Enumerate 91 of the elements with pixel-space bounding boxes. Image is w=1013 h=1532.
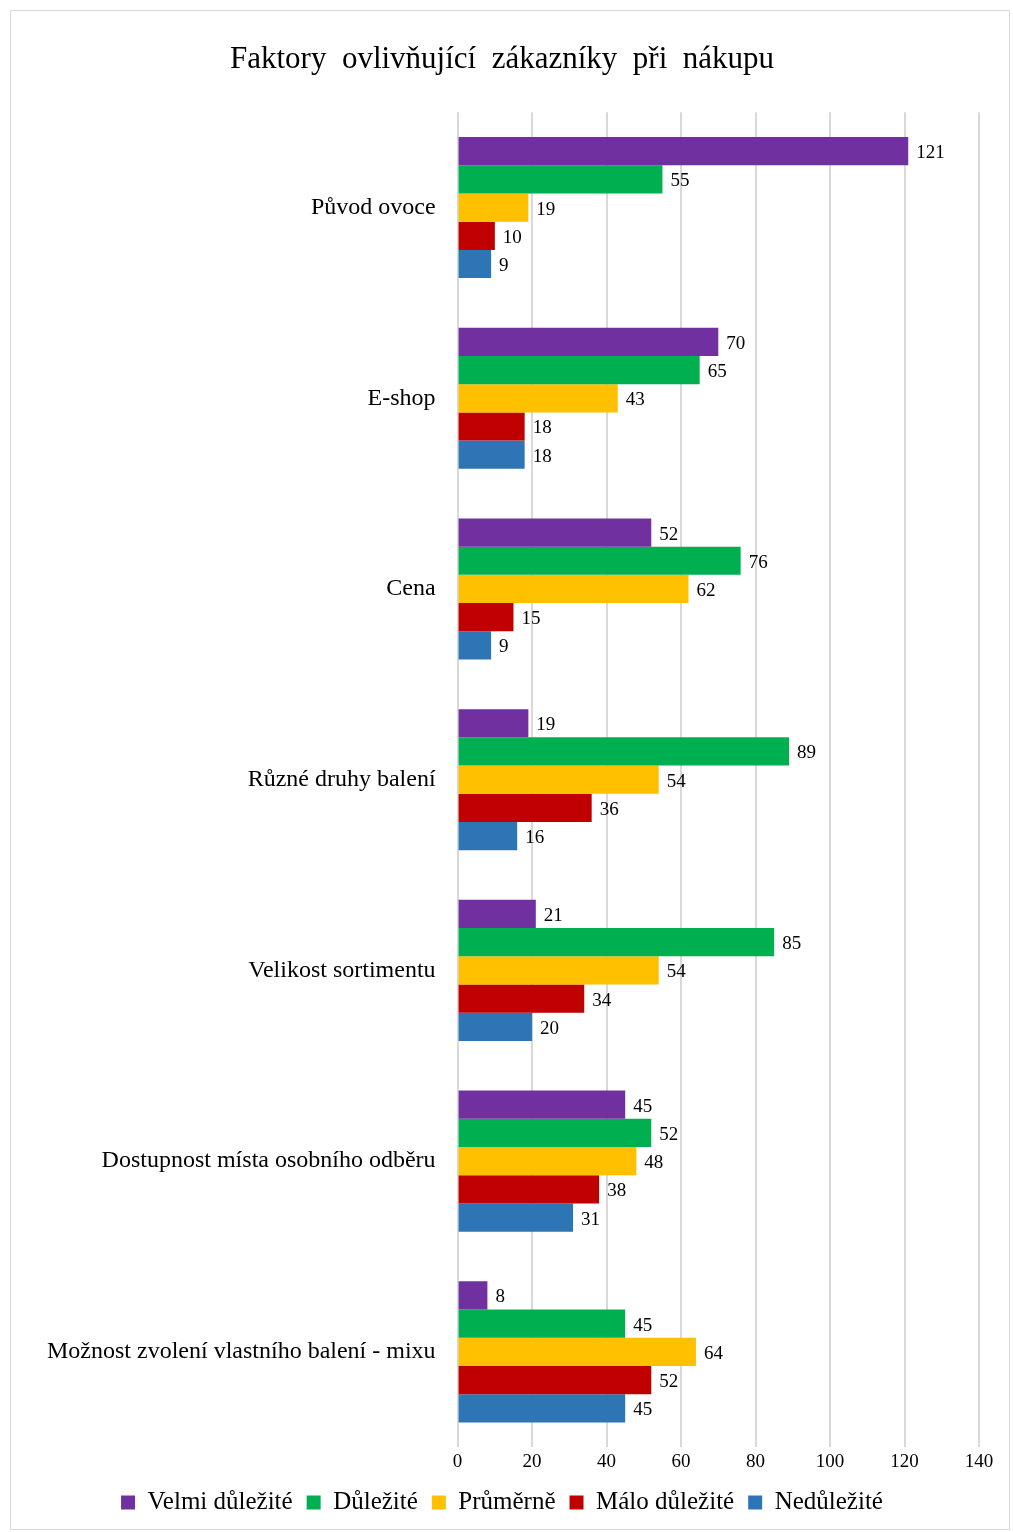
y-tick-label: E-shop [367, 383, 436, 410]
data-label: 21 [543, 903, 563, 925]
data-label: 52 [659, 1122, 679, 1144]
data-label: 34 [592, 988, 612, 1010]
y-tick-label: Velikost sortimentu [248, 955, 436, 982]
bar [458, 1012, 533, 1041]
data-label: 9 [499, 635, 509, 657]
legend-label: Průměrně [458, 1487, 556, 1515]
data-label: 54 [666, 960, 687, 982]
legend-label: Málo důležité [596, 1487, 735, 1515]
bar [458, 793, 592, 823]
bar [458, 518, 652, 547]
x-tick-label: 20 [522, 1449, 542, 1471]
data-label: 8 [495, 1285, 505, 1307]
bar [458, 384, 618, 413]
bar [458, 1309, 626, 1338]
data-label: 48 [644, 1151, 664, 1173]
bar [458, 327, 719, 356]
bar [458, 631, 492, 660]
bar [458, 440, 525, 469]
bar [458, 355, 700, 385]
data-label: 38 [607, 1179, 627, 1201]
data-label: 54 [666, 769, 687, 791]
legend-label: Nedůležité [774, 1487, 883, 1515]
data-label: 45 [633, 1313, 653, 1335]
data-label: 45 [633, 1398, 653, 1420]
data-label: 89 [797, 741, 817, 763]
y-tick-label: Různé druhy balení [247, 765, 436, 791]
bar [458, 574, 689, 604]
data-label: 70 [726, 331, 746, 353]
data-label: 76 [748, 550, 768, 572]
bar [458, 193, 529, 222]
legend-label: Důležité [333, 1487, 418, 1515]
data-label: 16 [525, 826, 545, 848]
y-tick-label: Dostupnost místa osobního odběru [101, 1146, 436, 1173]
bar [458, 1203, 574, 1232]
x-tick-label: 60 [671, 1449, 691, 1471]
data-label: 18 [532, 416, 552, 438]
bar [458, 1281, 488, 1310]
bar [458, 709, 529, 738]
bar [458, 1394, 626, 1423]
data-label: 20 [540, 1016, 560, 1038]
bar [458, 956, 659, 985]
data-label: 43 [625, 388, 645, 410]
data-label: 10 [502, 225, 522, 247]
data-label: 121 [916, 141, 945, 163]
data-label: 9 [499, 253, 509, 275]
bar [458, 1337, 696, 1366]
legend-label: Velmi důležité [147, 1487, 293, 1515]
y-tick-label: Možnost zvolení vlastního balení - mixu [47, 1337, 436, 1364]
x-tick-label: 100 [815, 1449, 845, 1471]
bar [458, 165, 663, 194]
data-label: 64 [703, 1341, 724, 1363]
data-label: 52 [659, 1370, 679, 1392]
data-label: 62 [696, 578, 716, 600]
chart-title: Faktory ovlivňující zákazníky při nákupu [229, 39, 775, 75]
bar [458, 603, 514, 632]
y-tick-label: Cena [386, 574, 436, 601]
data-label: 19 [536, 713, 556, 735]
data-label: 18 [532, 444, 552, 466]
bar [458, 765, 659, 794]
bar [458, 1147, 637, 1176]
bar [458, 136, 909, 166]
bar [458, 737, 790, 766]
bar [458, 546, 741, 575]
x-tick-label: 120 [890, 1449, 919, 1471]
x-tick-label: 140 [964, 1449, 994, 1471]
bar [458, 822, 518, 851]
data-label: 19 [536, 197, 556, 219]
bar [458, 249, 492, 279]
data-label: 52 [659, 522, 679, 544]
data-label: 85 [782, 932, 802, 954]
bar [458, 899, 536, 929]
y-tick-label: Původ ovoce [310, 192, 436, 219]
x-tick-label: 0 [452, 1449, 463, 1471]
bar [458, 221, 495, 250]
data-label: 31 [581, 1207, 601, 1229]
bar [458, 1365, 652, 1395]
data-label: 36 [599, 797, 619, 819]
data-label: 55 [670, 169, 690, 191]
x-tick-label: 80 [746, 1449, 766, 1471]
data-label: 15 [521, 607, 541, 629]
bar [458, 412, 525, 441]
data-label: 65 [707, 360, 727, 382]
x-tick-label: 40 [597, 1449, 617, 1471]
bar [458, 1090, 626, 1119]
bar [458, 984, 585, 1013]
bar [458, 1118, 652, 1148]
bar [458, 1175, 600, 1204]
data-label: 45 [633, 1094, 653, 1116]
bar [458, 928, 775, 957]
